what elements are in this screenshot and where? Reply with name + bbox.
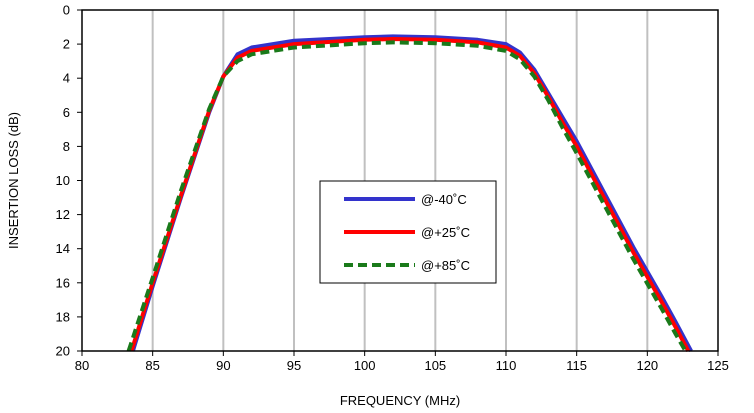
y-tick-label: 12 — [56, 207, 70, 222]
x-tick-label: 95 — [287, 358, 301, 373]
y-axis-ticks: 0 2 4 6 8 10 12 14 16 18 20 — [56, 3, 82, 359]
legend-label-2: @+85˚C — [421, 258, 470, 273]
x-axis-label: FREQUENCY (MHz) — [340, 393, 460, 408]
y-tick-label: 8 — [63, 139, 70, 154]
x-tick-label: 110 — [496, 358, 517, 373]
x-axis-ticks: 80 85 90 95 100 105 110 115 120 125 — [75, 351, 729, 373]
series-line-2 — [126, 40, 688, 353]
legend-label-1: @+25˚C — [421, 225, 470, 240]
x-tick-label: 80 — [75, 358, 89, 373]
y-tick-label: 16 — [56, 275, 70, 290]
y-tick-label: 20 — [56, 344, 70, 359]
plot-series — [126, 34, 693, 353]
x-tick-label: 125 — [707, 358, 729, 373]
x-tick-label: 100 — [354, 358, 376, 373]
legend: @-40˚C @+25˚C @+85˚C — [319, 180, 497, 284]
x-tick-label: 85 — [145, 358, 159, 373]
y-tick-label: 18 — [56, 309, 70, 324]
y-tick-label: 10 — [56, 173, 70, 188]
x-tick-label: 105 — [424, 358, 446, 373]
y-axis-label: INSERTION LOSS (dB) — [6, 112, 21, 249]
gridlines — [151, 10, 649, 351]
y-tick-label: 2 — [63, 37, 70, 52]
y-tick-label: 0 — [63, 3, 70, 18]
x-tick-label: 90 — [216, 358, 230, 373]
series-line-1 — [129, 37, 691, 352]
y-tick-label: 4 — [63, 71, 70, 86]
legend-label-0: @-40˚C — [421, 192, 467, 207]
x-tick-label: 115 — [566, 358, 587, 373]
y-tick-label: 14 — [56, 241, 70, 256]
x-tick-label: 120 — [636, 358, 658, 373]
y-tick-label: 6 — [63, 105, 70, 120]
